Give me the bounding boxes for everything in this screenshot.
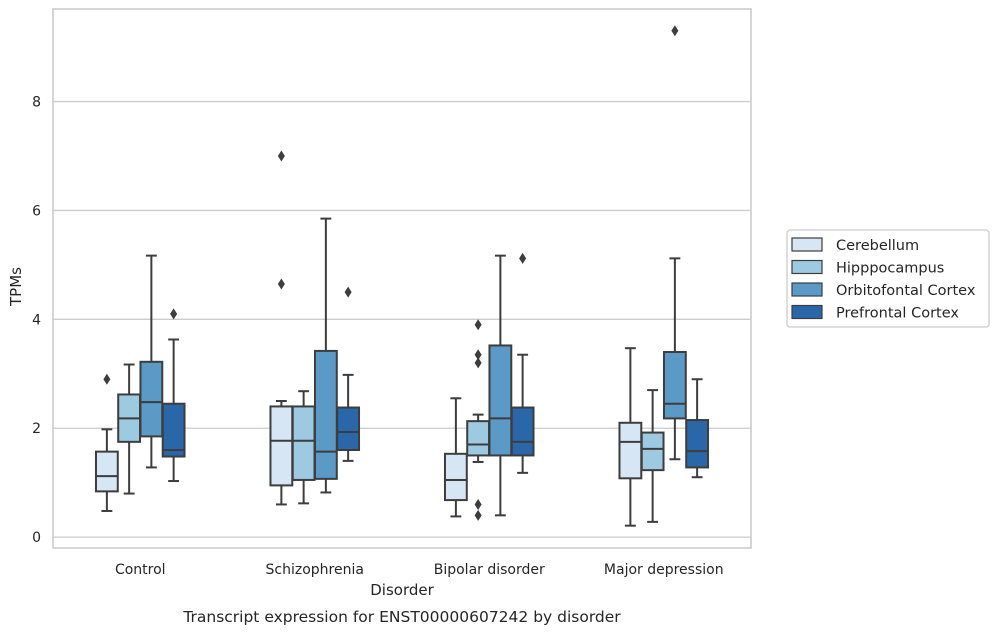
box <box>291 405 316 481</box>
legend-swatch <box>791 282 823 297</box>
y-tick-label: 2 <box>32 421 41 437</box>
box <box>443 452 468 502</box>
box <box>161 402 186 458</box>
box-prefrontal-cortex <box>161 308 186 483</box>
outlier-point <box>170 308 178 320</box>
x-tick-label: Schizophrenia <box>266 562 364 578</box>
outlier-point <box>474 509 482 521</box>
y-tick-label: 6 <box>32 203 41 219</box>
legend-label: Hipppocampus <box>836 261 944 277</box>
legend-swatch <box>791 304 823 320</box>
outlier-point <box>277 278 285 290</box>
y-tick-label: 8 <box>32 95 41 111</box>
outlier-point <box>671 25 679 37</box>
box <box>336 406 361 451</box>
box-cerebellum <box>618 347 643 527</box>
box-orbitofontal-cortex <box>488 254 513 517</box>
x-tick-label: Control <box>115 562 166 578</box>
box-orbitofontal-cortex <box>139 254 164 469</box>
legend-box <box>786 229 990 328</box>
box <box>488 344 513 457</box>
box-series <box>94 25 710 527</box>
y-tick-label: 4 <box>32 312 41 328</box>
y-tick-label: 0 <box>32 530 41 546</box>
x-tick-label: Bipolar disorder <box>434 562 545 578</box>
x-tick-label: Major depression <box>604 562 724 578</box>
x-axis-ticks: Control Schizophrenia Bipolar disorder Majo… <box>115 562 724 578</box>
box <box>139 360 164 438</box>
box <box>94 450 119 493</box>
legend: Cerebellum Hipppocampus Orbitofontal Corte… <box>786 229 990 328</box>
box <box>618 421 643 480</box>
chart-title: Transcript expression for ENST0000060724… <box>182 608 621 626</box>
outlier-point <box>277 150 285 162</box>
box <box>510 406 535 457</box>
outlier-point <box>474 319 482 331</box>
box <box>466 420 491 457</box>
box <box>640 431 665 472</box>
box <box>313 349 338 480</box>
y-axis-ticks: 0 2 4 6 8 <box>32 95 41 547</box>
outlier-point <box>474 357 482 369</box>
legend-label: Cerebellum <box>836 238 919 254</box>
legend-label: Orbitofontal Cortex <box>836 283 976 299</box>
x-axis-label: Disorder <box>370 581 434 599</box>
outlier-point <box>474 498 482 510</box>
box-hipppocampus <box>466 319 491 521</box>
box-hipppocampus <box>117 363 142 495</box>
box-hipppocampus <box>640 389 665 523</box>
legend-label: Prefrontal Cortex <box>836 306 959 322</box>
box <box>685 419 710 469</box>
legend-swatch <box>791 237 823 252</box>
box-cerebellum <box>269 150 294 506</box>
outlier-point <box>474 349 482 361</box>
box <box>662 351 687 420</box>
y-axis-label: TPMs <box>7 267 25 307</box>
box-cerebellum <box>94 373 119 512</box>
box <box>269 405 294 487</box>
box-orbitofontal-cortex <box>662 25 687 461</box>
outlier-point <box>103 373 111 385</box>
box-prefrontal-cortex <box>336 286 361 462</box>
box-cerebellum <box>443 397 468 518</box>
legend-swatch <box>791 259 823 275</box>
box-prefrontal-cortex <box>510 252 535 474</box>
outlier-point <box>519 252 527 264</box>
outlier-point <box>344 286 352 298</box>
box-prefrontal-cortex <box>685 378 710 479</box>
